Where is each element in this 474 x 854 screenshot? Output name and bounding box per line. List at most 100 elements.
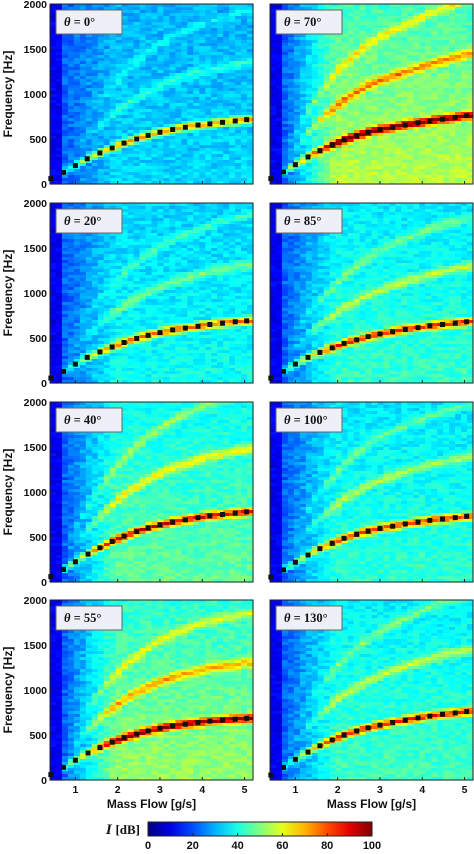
data-marker — [464, 709, 470, 715]
data-marker — [195, 515, 201, 521]
data-marker — [157, 522, 163, 528]
data-marker — [415, 325, 421, 331]
data-marker — [427, 713, 433, 719]
data-marker — [305, 749, 311, 755]
theta-label-box — [275, 605, 343, 631]
colorbar-tick-label: 0 — [145, 840, 151, 852]
theta-symbol: θ — [64, 214, 71, 228]
panel-2: θ = 70° — [268, 3, 474, 185]
data-marker — [170, 327, 176, 333]
panel-3: θ = 20° 0 500 1000 1500 2000 Frequency [Hz] — [1, 198, 254, 390]
data-marker — [268, 574, 274, 580]
data-marker — [121, 340, 127, 345]
marker-series — [48, 715, 250, 778]
data-marker — [329, 540, 335, 546]
data-marker — [292, 756, 298, 762]
theta-label-box — [55, 208, 123, 234]
data-marker — [427, 517, 433, 523]
marker-series — [268, 113, 470, 182]
data-marker — [377, 722, 383, 728]
theta-symbol: θ — [64, 413, 71, 427]
data-marker — [292, 559, 298, 565]
data-marker — [281, 567, 287, 573]
theta-symbol: θ — [64, 15, 71, 29]
data-marker — [402, 717, 408, 723]
data-marker — [134, 529, 140, 535]
data-marker — [157, 129, 163, 135]
data-marker — [341, 137, 347, 143]
marker-series — [268, 319, 470, 381]
colorbar-label-symbol: I — [105, 822, 116, 838]
data-marker — [134, 136, 140, 142]
marker-series — [48, 509, 250, 580]
data-marker — [170, 519, 176, 525]
data-marker — [329, 142, 335, 148]
data-marker — [207, 513, 213, 519]
y-tick-label: 0 — [41, 577, 47, 589]
data-marker — [220, 320, 226, 326]
data-marker — [84, 354, 90, 360]
panel-1: θ = 0° 0 500 1000 1500 2000 Frequency [Hz] — [1, 0, 254, 191]
data-marker — [109, 539, 115, 544]
data-marker — [244, 318, 250, 324]
theta-value: = 85° — [291, 214, 322, 228]
data-marker — [48, 772, 54, 778]
theta-value: = 0° — [71, 15, 96, 29]
data-marker — [109, 739, 115, 745]
data-marker — [268, 176, 274, 182]
data-marker — [72, 559, 78, 565]
data-marker — [85, 750, 91, 756]
data-marker — [440, 116, 446, 122]
data-marker — [97, 545, 103, 551]
data-marker — [207, 322, 213, 327]
data-marker — [365, 725, 371, 731]
panel-7: θ = 55° 0 500 1000 1500 2000 Frequency [Hz] 1 2 3… — [1, 595, 254, 811]
data-marker — [121, 140, 127, 146]
marker-series — [48, 117, 250, 182]
y-tick-label: 1000 — [24, 89, 48, 101]
panel-6: θ = 100° — [268, 401, 474, 583]
theta-label: θ = 100° — [284, 413, 328, 427]
data-marker — [281, 169, 287, 175]
data-marker — [281, 368, 287, 374]
theta-value: = 100° — [291, 413, 328, 427]
theta-label-box — [55, 9, 123, 35]
y-tick-label: 0 — [41, 378, 47, 390]
data-marker — [365, 129, 371, 135]
data-marker — [402, 521, 408, 527]
data-marker — [415, 715, 421, 721]
data-marker — [145, 132, 151, 138]
data-marker — [317, 743, 323, 749]
data-marker — [268, 375, 274, 381]
y-tick-label: 1000 — [24, 487, 48, 499]
data-marker — [182, 325, 188, 331]
colorbar-tick-label: 100 — [363, 840, 381, 852]
colorbar-tick-label: 40 — [231, 840, 243, 852]
data-marker — [317, 148, 323, 154]
data-marker — [464, 319, 470, 325]
x-tick-label: 2 — [335, 784, 341, 796]
x-tick-label: 3 — [157, 784, 163, 796]
data-marker — [109, 344, 115, 350]
y-tick-label: 1500 — [24, 243, 48, 255]
y-tick-label: 0 — [41, 775, 47, 787]
data-marker — [390, 329, 396, 335]
data-marker — [109, 145, 115, 151]
data-marker — [61, 169, 67, 175]
data-marker — [170, 127, 176, 133]
data-marker — [292, 162, 298, 168]
data-marker — [195, 122, 201, 128]
y-tick-label: 500 — [29, 730, 47, 742]
data-marker — [182, 124, 188, 130]
y-tick-label: 500 — [29, 532, 47, 544]
data-marker — [427, 323, 433, 329]
data-marker — [145, 728, 151, 734]
data-marker — [207, 718, 213, 724]
y-tick-label: 500 — [29, 333, 47, 345]
theta-label-box — [275, 9, 343, 35]
theta-symbol: θ — [284, 413, 291, 427]
data-marker — [232, 716, 238, 722]
x-tick-label: 1 — [292, 784, 298, 796]
colorbar-tick-label: 60 — [276, 840, 288, 852]
